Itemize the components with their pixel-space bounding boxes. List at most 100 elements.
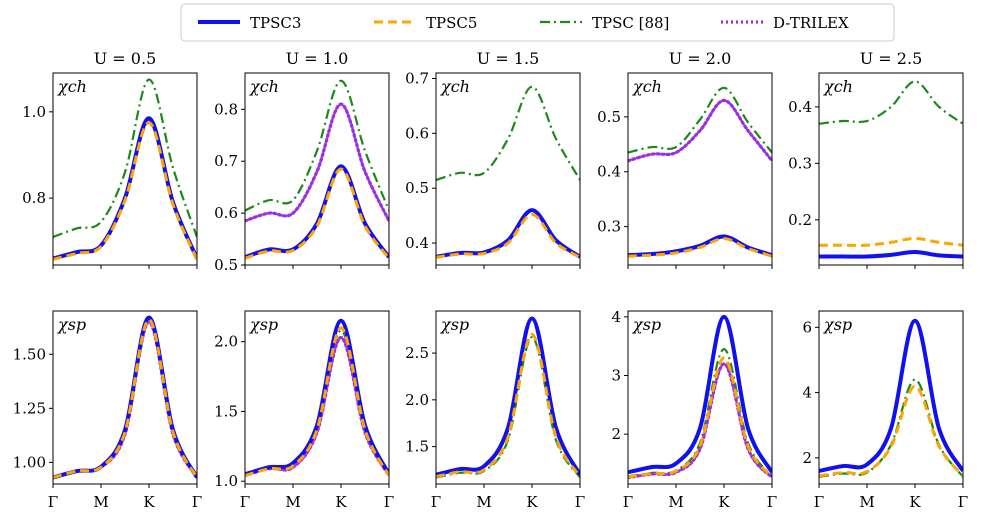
series-tpsc5 xyxy=(819,236,963,247)
y-tick-label: 0.4 xyxy=(405,234,429,252)
y-tick-label: 0.4 xyxy=(788,98,812,116)
series-tpsc-88 xyxy=(53,318,197,479)
series-tpsc5 xyxy=(53,318,197,479)
series-tpsc3 xyxy=(628,314,772,475)
series-group xyxy=(628,314,772,480)
x-tick-label: M xyxy=(285,493,300,511)
series-d-trilex xyxy=(628,98,772,163)
series-tpsc5 xyxy=(245,167,389,260)
y-tick-label: 0.7 xyxy=(214,152,238,170)
legend-label-3: D-TRILEX xyxy=(773,14,849,32)
series-group xyxy=(819,80,963,259)
y-tick-label: 0.5 xyxy=(405,179,429,197)
axes-frame xyxy=(818,310,964,485)
y-tick-label: 1.25 xyxy=(13,399,46,417)
axes-frame xyxy=(52,310,198,485)
y-tick-label: 0.5 xyxy=(214,256,238,274)
x-tick-label: M xyxy=(859,493,874,511)
y-tick-label: 4 xyxy=(611,308,621,326)
series-group xyxy=(53,315,197,480)
y-tick-label: 0.8 xyxy=(22,189,46,207)
axes-frame xyxy=(244,72,390,266)
y-tick-label: 0.3 xyxy=(597,218,621,236)
panel-label: χch xyxy=(440,77,470,96)
y-tick-label: 1.50 xyxy=(13,345,46,363)
y-tick-label: 0.7 xyxy=(405,69,429,87)
column-title: U = 1.5 xyxy=(477,49,540,68)
series-group xyxy=(245,79,389,260)
series-d-trilex xyxy=(53,320,197,480)
legend-box xyxy=(180,3,895,42)
column-title: U = 2.5 xyxy=(860,49,923,68)
series-tpsc5 xyxy=(628,356,772,479)
series-tpsc-88 xyxy=(245,79,389,212)
y-tick-label: 2.5 xyxy=(405,344,429,362)
y-tick-label: 2 xyxy=(611,425,621,443)
y-tick-label: 0.8 xyxy=(214,100,238,118)
y-tick-label: 0.4 xyxy=(597,163,621,181)
y-tick-label: 0.5 xyxy=(597,108,621,126)
panel-label: χch xyxy=(823,77,853,96)
series-tpsc3 xyxy=(53,116,197,261)
panel-ch-1: U = 1.0 0.5 0.6 0.7 0.8 χch xyxy=(214,49,390,274)
series-tpsc5 xyxy=(819,384,963,478)
x-tick-label: M xyxy=(93,493,108,511)
y-tick-label: 2 xyxy=(802,449,812,467)
panel-label: χsp xyxy=(249,315,278,334)
x-tick-label: Γ xyxy=(384,493,394,511)
column-title: U = 1.0 xyxy=(286,49,349,68)
x-tick-label: Γ xyxy=(767,493,777,511)
x-tick-label: Γ xyxy=(240,493,250,511)
legend-label-2: TPSC [88] xyxy=(592,14,669,32)
series-tpsc3 xyxy=(245,318,389,477)
legend: TPSC3 TPSC5 TPSC [88] D-TRILEX xyxy=(180,3,895,42)
series-group xyxy=(53,78,197,261)
y-tick-label: 1.0 xyxy=(214,472,238,490)
x-tick-label: Γ xyxy=(814,493,824,511)
series-tpsc-88 xyxy=(245,329,389,477)
x-tick-label: Γ xyxy=(192,493,202,511)
x-tick-label: Γ xyxy=(623,493,633,511)
axes-frame xyxy=(435,72,581,266)
panel-label: χch xyxy=(632,77,662,96)
x-tick-label: Γ xyxy=(431,493,441,511)
series-tpsc3 xyxy=(53,315,197,480)
series-group xyxy=(819,318,963,478)
x-tick-label: K xyxy=(718,493,730,511)
panel-label: χsp xyxy=(57,315,86,334)
series-tpsc5 xyxy=(245,326,389,478)
x-tick-label: K xyxy=(143,493,155,511)
x-tick-label: Γ xyxy=(575,493,585,511)
x-tick-label: K xyxy=(909,493,921,511)
series-group xyxy=(436,85,580,259)
series-group xyxy=(436,316,580,479)
series-tpsc3 xyxy=(819,318,963,473)
panel-label: χch xyxy=(249,77,279,96)
series-d-trilex xyxy=(245,102,389,223)
panel-label: χsp xyxy=(823,315,852,334)
series-d-trilex xyxy=(53,118,197,261)
column-title: U = 2.0 xyxy=(669,49,732,68)
y-tick-label: 6 xyxy=(802,318,812,336)
x-tick-label: Γ xyxy=(958,493,968,511)
series-tpsc5 xyxy=(436,213,580,259)
x-tick-label: Γ xyxy=(48,493,58,511)
y-tick-label: 0.3 xyxy=(788,154,812,172)
legend-label-0: TPSC3 xyxy=(250,14,301,32)
y-tick-label: 3 xyxy=(611,367,621,385)
series-tpsc3 xyxy=(436,316,580,477)
y-tick-label: 0.6 xyxy=(405,124,429,142)
series-tpsc3 xyxy=(436,208,580,259)
axes-frame xyxy=(244,310,390,485)
series-tpsc5 xyxy=(436,332,580,478)
panel-label: χch xyxy=(57,77,87,96)
panel-ch-4: U = 2.5 0.2 0.3 0.4 χch xyxy=(788,49,964,269)
series-tpsc5 xyxy=(53,121,197,261)
series-group xyxy=(245,318,389,478)
panel-ch-2: U = 1.5 0.4 0.5 0.6 0.7 χch xyxy=(405,49,581,269)
column-title: U = 0.5 xyxy=(94,49,157,68)
axes-frame xyxy=(818,72,964,266)
